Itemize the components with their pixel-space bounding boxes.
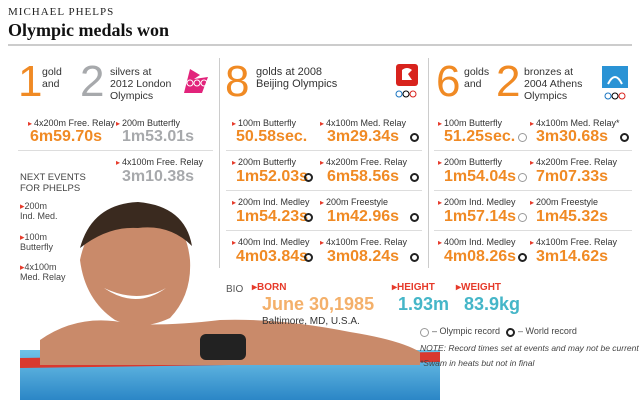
next-event: ▸200m Ind. Med.	[20, 201, 58, 221]
athens-event-label: 4x100m Free. Relay	[530, 237, 617, 247]
world-record-icon	[304, 173, 313, 182]
beijing-event-time: 1m42.96s	[327, 208, 400, 225]
world-record-icon	[518, 253, 527, 262]
athens-gold-count: 6	[436, 57, 461, 106]
athens-event-label: 200m Ind. Medley	[438, 197, 516, 207]
row-divider	[434, 190, 632, 191]
footnote: *Swam in heats but not in final	[420, 358, 535, 368]
london-event-time: 3m10.38s	[122, 168, 195, 185]
athens-event-time: 3m30.68s	[536, 128, 609, 145]
world-record-icon	[410, 253, 419, 262]
beijing-event-label: 400m Ind. Medley	[232, 237, 310, 247]
beijing-event-label: 200m Ind. Medley	[232, 197, 310, 207]
beijing-event-label: 100m Butterfly	[232, 118, 296, 128]
london-event-label: 4x200m Free. Relay	[28, 118, 115, 128]
born-place: Baltimore, MD, U.S.A.	[262, 316, 360, 327]
world-record-icon	[410, 213, 419, 222]
weight-value: 83.9kg	[464, 294, 521, 314]
beijing-gold-label: golds at 2008 Beijing Olympics	[256, 66, 338, 90]
athens-bronze-label: bronzes at 2004 Athens Olympics	[524, 66, 583, 102]
row-divider	[434, 150, 632, 151]
weight-label: ▸WEIGHT	[456, 282, 502, 293]
row-divider	[434, 230, 632, 231]
legend-world-record: – World record	[518, 326, 577, 336]
world-record-icon	[304, 213, 313, 222]
beijing-event-time: 6m58.56s	[327, 168, 400, 185]
next-event: ▸4x100m Med. Relay	[20, 262, 66, 282]
beijing-event-time: 1m54.23s	[236, 208, 309, 225]
born-label: ▸BORN	[252, 282, 287, 293]
athens-event-label: 100m Butterfly	[438, 118, 502, 128]
kicker: MICHAEL PHELPS	[8, 6, 115, 18]
london-silver-count: 2	[80, 57, 105, 106]
row-divider	[226, 150, 422, 151]
london-event-time: 1m53.01s	[122, 128, 195, 145]
athens-event-time: 1m54.04s	[444, 168, 517, 185]
beijing-event-label: 4x100m Med. Relay	[320, 118, 406, 128]
beijing-event-label: 200m Freestyle	[320, 197, 388, 207]
row-divider	[18, 150, 213, 151]
london-event-label: 4x100m Free. Relay	[116, 157, 203, 167]
world-record-icon	[410, 173, 419, 182]
bio-label: BIO	[226, 284, 244, 295]
athens-event-time: 4m08.26s	[444, 248, 517, 265]
london-event-label: 200m Butterfly	[116, 118, 180, 128]
london-event-time: 6m59.70s	[30, 128, 103, 145]
swimmer-photo	[20, 200, 440, 400]
row-divider	[226, 190, 422, 191]
olympic-record-icon	[518, 213, 527, 222]
beijing-2008-logo	[392, 62, 422, 102]
divider	[428, 58, 429, 268]
olympic-record-icon	[518, 133, 527, 142]
world-record-icon	[304, 253, 313, 262]
athens-event-time: 1m57.14s	[444, 208, 517, 225]
next-events-title: NEXT EVENTS FOR PHELPS	[20, 172, 86, 194]
row-divider	[226, 230, 422, 231]
athens-bronze-count: 2	[496, 57, 521, 106]
athens-event-label: 4x100m Med. Relay*	[530, 118, 620, 128]
london-2012-logo	[180, 65, 212, 97]
beijing-event-time: 4m03.84s	[236, 248, 309, 265]
height-label: ▸HEIGHT	[392, 282, 435, 293]
page-title: Olympic medals won	[8, 20, 170, 40]
athens-event-label: 200m Butterfly	[438, 157, 502, 167]
height-value: 1.93m	[398, 294, 450, 314]
athens-2004-logo	[600, 64, 630, 102]
beijing-gold-count: 8	[225, 57, 250, 106]
olympic-record-icon	[518, 173, 527, 182]
beijing-event-label: 200m Butterfly	[232, 157, 296, 167]
olympic-record-icon	[420, 328, 429, 337]
athens-event-label: 4x200m Free. Relay	[530, 157, 617, 167]
born-date: June 30,1985	[262, 294, 375, 314]
divider	[219, 58, 220, 268]
athens-event-label: 400m Ind. Medley	[438, 237, 516, 247]
athens-event-time: 3m14.62s	[536, 248, 609, 265]
world-record-icon	[620, 133, 629, 142]
world-record-icon	[410, 133, 419, 142]
london-gold-label: gold and	[42, 66, 62, 90]
beijing-event-time: 50.58sec.	[236, 128, 308, 145]
next-event: ▸100m Butterfly	[20, 232, 54, 252]
header-rule	[8, 44, 632, 46]
note: NOTE: Record times set at events and may…	[420, 343, 639, 353]
beijing-event-time: 3m29.34s	[327, 128, 400, 145]
athens-gold-label: golds and	[464, 66, 490, 90]
athens-event-time: 1m45.32s	[536, 208, 609, 225]
beijing-event-time: 3m08.24s	[327, 248, 400, 265]
beijing-event-label: 4x200m Free. Relay	[320, 157, 407, 167]
london-gold-count: 1	[18, 57, 43, 106]
beijing-event-label: 4x100m Free. Relay	[320, 237, 407, 247]
legend-olympic-record: – Olympic record	[432, 326, 501, 336]
london-silver-label: silvers at 2012 London Olympics	[110, 66, 172, 102]
athens-event-time: 7m07.33s	[536, 168, 609, 185]
beijing-event-time: 1m52.03s	[236, 168, 309, 185]
athens-event-time: 51.25sec.	[444, 128, 516, 145]
world-record-icon	[506, 328, 515, 337]
athens-event-label: 200m Freestyle	[530, 197, 598, 207]
